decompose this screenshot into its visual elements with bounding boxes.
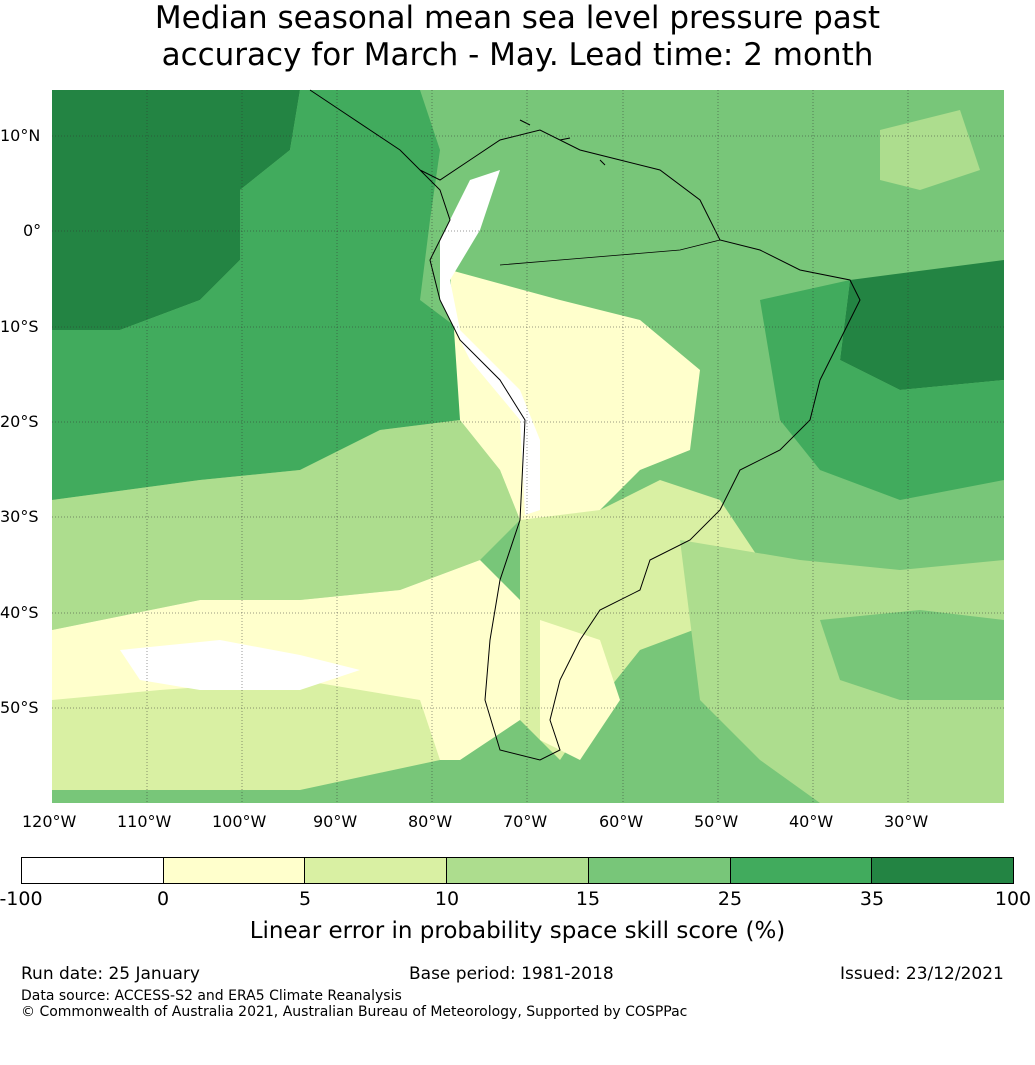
colorbar-segment bbox=[588, 858, 731, 883]
title-line-2: accuracy for March - May. Lead time: 2 m… bbox=[161, 37, 874, 73]
region-patagonia-pale bbox=[540, 620, 620, 760]
lon-label: 50°W bbox=[694, 812, 739, 831]
data-source: Data source: ACCESS-S2 and ERA5 Climate … bbox=[21, 988, 402, 1004]
lat-label: 20°S bbox=[0, 412, 39, 431]
amazon-river bbox=[499, 239, 721, 266]
lon-label: 80°W bbox=[408, 812, 453, 831]
colorbar-title: Linear error in probability space skill … bbox=[249, 918, 786, 944]
colorbar-segment bbox=[872, 858, 1014, 883]
lon-label: 40°W bbox=[789, 812, 834, 831]
region-north-light bbox=[880, 110, 980, 190]
region-south-light bbox=[52, 680, 440, 790]
region-atlantic-dark bbox=[840, 260, 1004, 390]
region-atlantic-mid bbox=[760, 280, 1004, 500]
caribbean-islands bbox=[519, 119, 606, 166]
lon-label: 100°W bbox=[212, 812, 267, 831]
colorbar-label: 35 bbox=[859, 888, 885, 910]
lat-label: 30°S bbox=[0, 507, 39, 526]
colorbar-segment bbox=[730, 858, 873, 883]
region-pacific-dark bbox=[52, 90, 300, 330]
colorbar-label: 0 bbox=[156, 888, 170, 910]
colorbar-label: 15 bbox=[575, 888, 601, 910]
colorbar-label: 25 bbox=[717, 888, 743, 910]
issued-date: Issued: 23/12/2021 bbox=[840, 964, 1004, 984]
colorbar-segment bbox=[305, 858, 448, 883]
skill-map bbox=[52, 89, 1004, 803]
colorbar-label: 100 bbox=[994, 888, 1032, 910]
lon-label: 30°W bbox=[884, 812, 929, 831]
copyright: © Commonwealth of Australia 2021, Austra… bbox=[21, 1004, 688, 1020]
lat-label: 50°S bbox=[0, 698, 39, 717]
region-pacific-mid bbox=[52, 90, 500, 500]
region-andes-white bbox=[440, 170, 540, 515]
lon-label: 70°W bbox=[503, 812, 548, 831]
lat-label: 10°S bbox=[0, 317, 39, 336]
region-pacific-light bbox=[52, 420, 520, 630]
lon-label: 90°W bbox=[313, 812, 358, 831]
colorbar-segment bbox=[163, 858, 306, 883]
graticule bbox=[52, 90, 1004, 803]
colorbar-segment bbox=[22, 858, 164, 883]
colorbar-label: 10 bbox=[434, 888, 460, 910]
lat-label: 10°N bbox=[0, 126, 41, 145]
title-line-1: Median seasonal mean sea level pressure … bbox=[154, 0, 881, 36]
region-continent-pale bbox=[450, 270, 700, 540]
lat-label: 0° bbox=[23, 221, 42, 240]
lat-label: 40°S bbox=[0, 603, 39, 622]
base-period: Base period: 1981-2018 bbox=[409, 964, 614, 984]
region-south-atlantic-mid bbox=[820, 610, 1004, 700]
lon-label: 120°W bbox=[22, 812, 77, 831]
colorbar-segment bbox=[447, 858, 589, 883]
colorbar-label: -100 bbox=[0, 888, 43, 910]
coastline bbox=[309, 89, 861, 761]
map-title: Median seasonal mean sea level pressure … bbox=[0, 0, 1035, 74]
lon-label: 60°W bbox=[599, 812, 644, 831]
colorbar bbox=[21, 857, 1014, 884]
colorbar-label: 5 bbox=[298, 888, 312, 910]
run-date: Run date: 25 January bbox=[21, 964, 200, 984]
lon-label: 110°W bbox=[117, 812, 172, 831]
region-south-white bbox=[120, 640, 360, 690]
